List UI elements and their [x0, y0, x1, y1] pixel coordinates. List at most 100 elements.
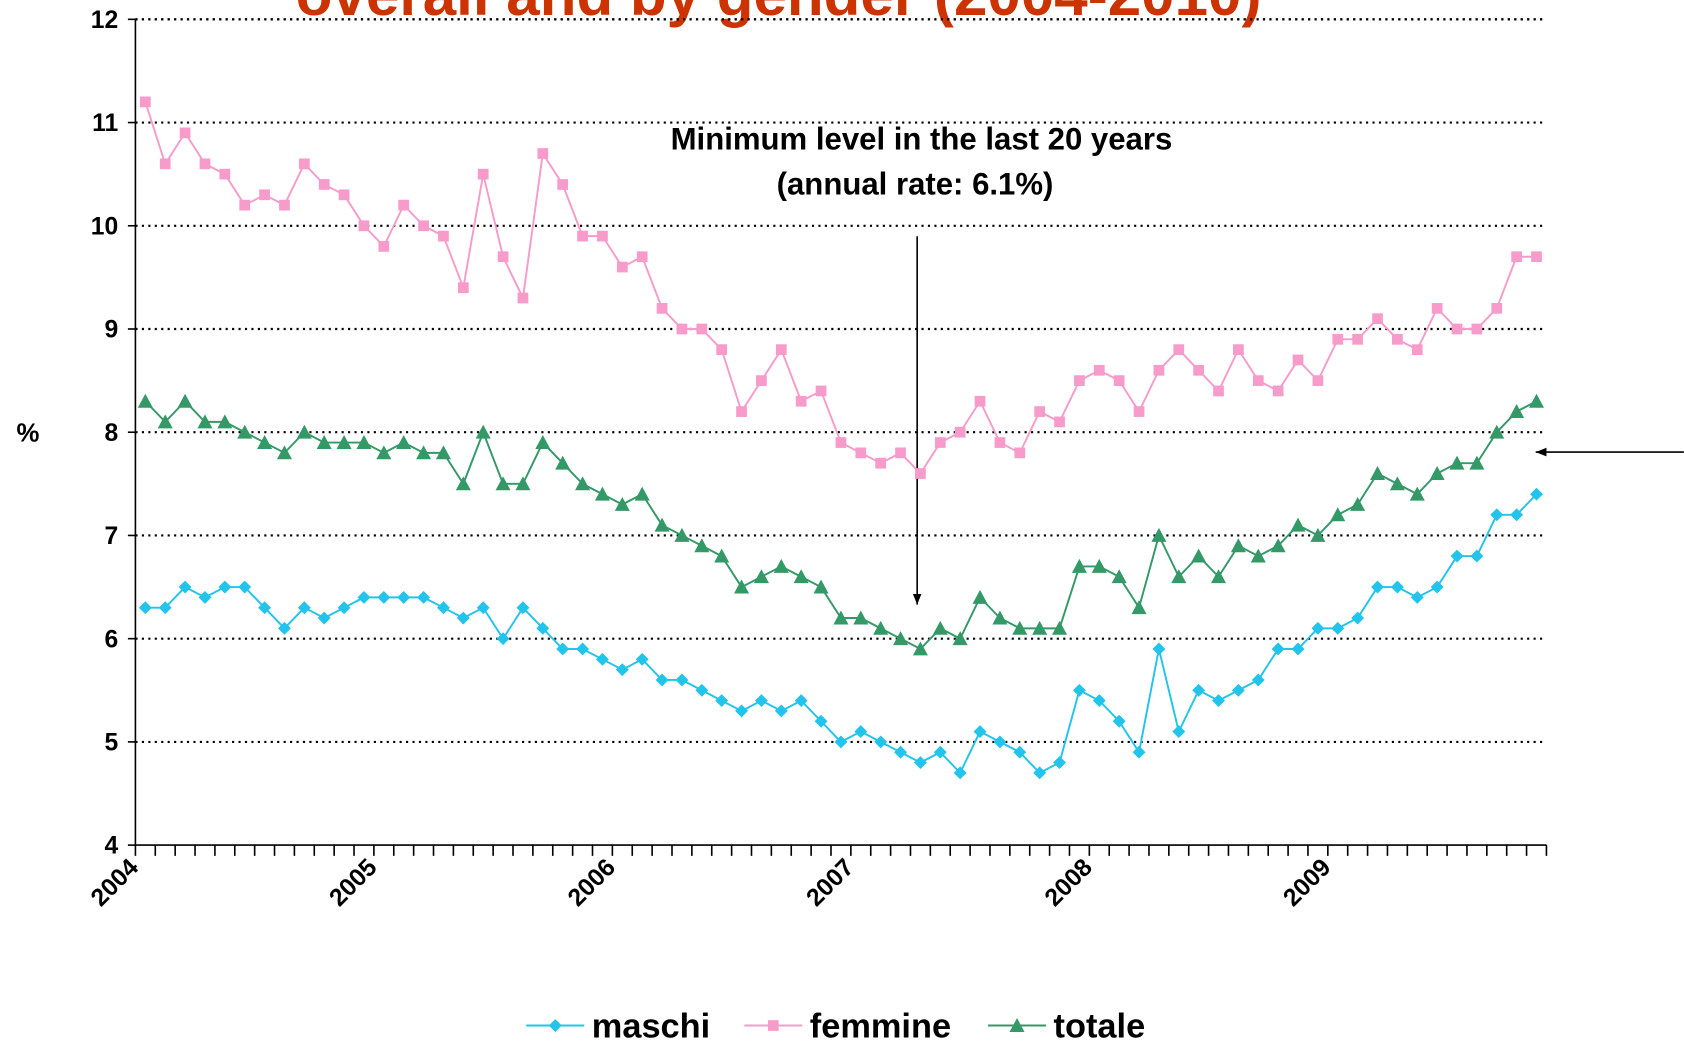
data-point: [177, 393, 193, 408]
data-point: [616, 261, 628, 273]
data-point: [477, 168, 489, 180]
data-point: [475, 424, 491, 439]
data-point: [1212, 694, 1225, 708]
data-point: [1053, 756, 1066, 769]
data-point: [1430, 580, 1444, 594]
data-point: [318, 179, 330, 190]
data-point: [1153, 364, 1165, 376]
data-point: [535, 435, 551, 449]
data-point: [297, 601, 311, 615]
data-point: [853, 610, 869, 625]
data-point: [1091, 558, 1107, 573]
data-point: [595, 652, 609, 666]
data-point: [376, 445, 392, 460]
data-point: [1330, 507, 1346, 522]
data-point: [1252, 375, 1264, 386]
data-point: [615, 663, 629, 677]
data-point: [197, 414, 213, 429]
data-point: [259, 189, 270, 201]
data-point: [298, 158, 310, 170]
annotation: (annual rate: 6.1%): [777, 166, 1054, 201]
data-point: [855, 447, 867, 459]
data-point: [1471, 323, 1483, 335]
data-point: [972, 589, 988, 604]
data-point: [278, 621, 291, 635]
data-point: [1074, 375, 1085, 386]
series-line: [144, 101, 1537, 476]
data-point: [913, 756, 927, 769]
data-point: [1392, 333, 1403, 345]
data-point: [1191, 548, 1207, 563]
x-tick-label: 2009: [1278, 854, 1336, 912]
data-point: [1133, 406, 1145, 417]
data-point: [1291, 642, 1305, 656]
data-point: [654, 517, 670, 532]
data-point: [1213, 385, 1224, 397]
data-point: [1072, 683, 1086, 697]
data-point: [357, 590, 371, 604]
x-tick-label: 2006: [563, 854, 621, 912]
data-point: [1509, 404, 1525, 419]
data-point: [675, 673, 689, 687]
data-point: [893, 631, 909, 646]
data-point: [1451, 323, 1463, 335]
data-point: [1230, 538, 1246, 553]
data-point: [1351, 611, 1365, 625]
data-point: [1410, 590, 1424, 604]
data-point: [1034, 406, 1046, 417]
y-tick-label: 10: [91, 213, 118, 240]
data-point: [895, 447, 906, 459]
data-point: [1192, 683, 1206, 697]
data-point: [575, 476, 591, 491]
data-point: [954, 426, 966, 438]
data-point: [854, 725, 868, 739]
data-point: [537, 148, 549, 159]
data-point: [767, 1020, 779, 1031]
data-point: [634, 486, 650, 501]
data-point: [754, 694, 768, 708]
y-tick-label: 4: [104, 833, 118, 860]
data-point: [915, 468, 926, 479]
data-point: [1013, 745, 1027, 759]
data-point: [456, 611, 470, 625]
data-point: [1151, 527, 1167, 542]
data-point: [139, 96, 151, 108]
data-point: [635, 652, 649, 666]
data-point: [1113, 375, 1125, 386]
chart-title: overall and by gender (2004-2010): [296, 0, 1262, 28]
data-point: [418, 220, 429, 232]
data-point: [794, 694, 808, 708]
data-point: [695, 683, 709, 697]
data-point: [515, 476, 531, 491]
data-point: [358, 220, 370, 232]
data-point: [555, 455, 571, 470]
data-point: [238, 580, 252, 594]
data-point: [1111, 569, 1127, 584]
y-tick-label: 7: [104, 523, 118, 550]
data-point: [894, 745, 907, 759]
data-point: [199, 158, 211, 170]
data-point: [1490, 508, 1504, 522]
data-point: [874, 735, 888, 749]
data-point: [1009, 1018, 1025, 1032]
series: [138, 487, 1543, 780]
data-point: [1311, 621, 1325, 635]
data-point: [416, 445, 432, 460]
data-point: [1389, 476, 1405, 491]
data-point: [1033, 766, 1047, 780]
data-point: [1429, 465, 1445, 480]
data-point: [813, 579, 829, 594]
data-point: [1131, 600, 1147, 615]
data-point: [773, 558, 789, 573]
data-point: [516, 601, 530, 615]
data-point: [1371, 580, 1384, 594]
data-point: [1233, 344, 1244, 356]
data-point: [1312, 375, 1324, 386]
data-point: [775, 344, 787, 356]
data-point: [1491, 302, 1503, 314]
data-point: [694, 538, 710, 553]
data-point: [1152, 642, 1166, 656]
data-point: [994, 437, 1006, 448]
data-point: [933, 745, 947, 759]
